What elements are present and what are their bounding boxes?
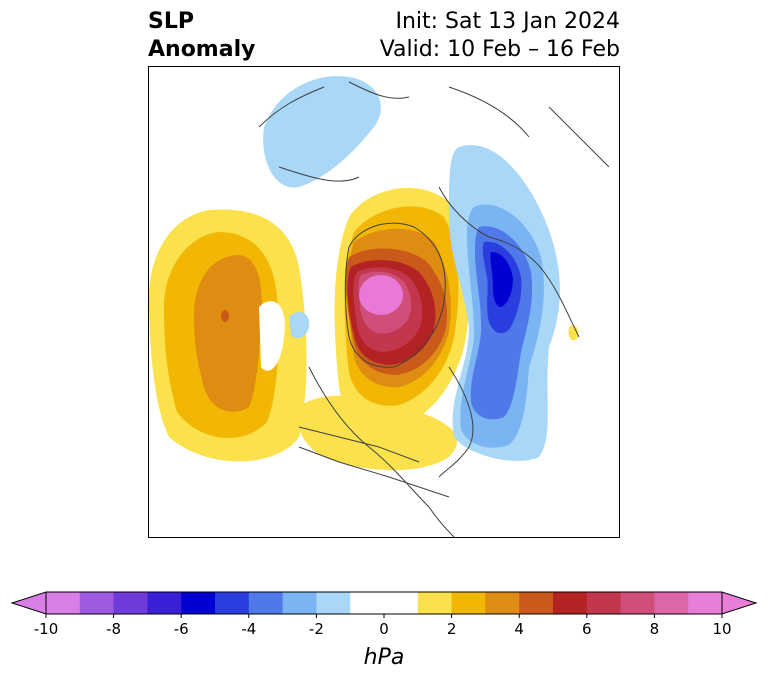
colorbar-segment [248,592,284,614]
coastlines [258,81,610,537]
colorbar-segment [553,592,588,614]
colorbar-tick-label: 0 [379,620,389,638]
title-right: Init: Sat 13 Jan 2024 Valid: 10 Feb – 16… [380,8,620,64]
colorbar-segment [282,592,317,614]
negative-anomaly-north [263,76,579,341]
title-variable: SLP [148,9,194,34]
colorbar-tick-label: 2 [447,620,457,638]
colorbar-extend-high [721,591,758,615]
colorbar-tick-label: -8 [106,620,121,638]
colorbar-segment [215,592,250,614]
colorbar-segment [181,592,216,614]
colorbar-unit-label: hPa [363,645,405,670]
colorbar-segments [10,591,758,615]
colorbar-segment [147,592,182,614]
title-subtitle: Anomaly [148,37,256,62]
colorbar-segment [620,592,655,614]
colorbar-segment [485,592,520,614]
colorbar: -10 -8 -6 -4 -2 0 2 4 6 8 10 [10,591,758,638]
colorbar-segment [417,592,453,614]
colorbar-segment [586,592,622,614]
colorbar-segment [451,592,486,614]
colorbar-tick-label: 10 [712,620,731,638]
colorbar-segment [519,592,554,614]
valid-range: Valid: 10 Feb – 16 Feb [379,37,620,62]
colorbar-tick-label: -10 [34,620,59,638]
colorbar-ticks: -10 -8 -6 -4 -2 0 2 4 6 8 10 [34,614,732,638]
colorbar-tick-label: -4 [241,620,256,638]
map-panel [148,66,620,538]
colorbar-segment [316,592,351,614]
positive-anomaly-arctic [334,187,471,428]
init-date: Init: Sat 13 Jan 2024 [395,9,620,34]
colorbar-segment [113,592,148,614]
colorbar-tick-label: 8 [650,620,660,638]
colorbar-segment [688,592,723,614]
colorbar-segment [654,592,689,614]
colorbar-segment [350,592,385,614]
colorbar-tick-label: 6 [582,620,592,638]
positive-anomaly-pacific [149,209,307,462]
anomaly-map [149,76,610,537]
colorbar-tick-label: -2 [309,620,324,638]
colorbar-segment [46,592,81,614]
colorbar-extend-low [10,591,47,615]
colorbar-segment [79,592,115,614]
title-left: SLP Anomaly [148,8,255,64]
colorbar-tick-label: 4 [514,620,524,638]
colorbar-tick-label: -6 [174,620,189,638]
negative-anomaly-eurasia [449,145,560,461]
colorbar-segment [384,592,419,614]
